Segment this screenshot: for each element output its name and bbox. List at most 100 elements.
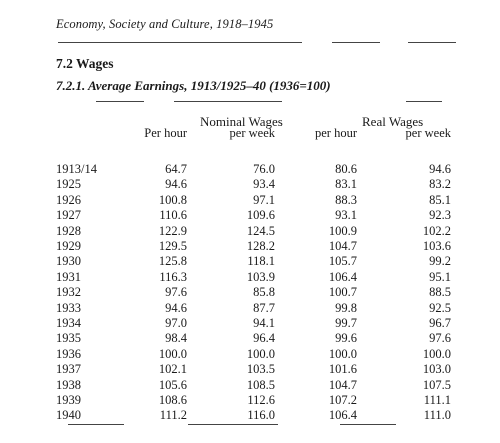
table-cell: 99.8	[335, 300, 357, 315]
table-cell: 94.6	[429, 162, 451, 176]
table-cell: 103.5	[246, 362, 275, 377]
table-cell: 108.6	[158, 393, 187, 407]
table-cell: 125.8	[158, 254, 187, 269]
table-cell: 124.5	[246, 223, 275, 238]
table-cell: 92.5	[429, 300, 451, 315]
row-year: 1930	[56, 254, 81, 269]
row-year: 1927	[56, 208, 81, 223]
table-cell: 100.0	[328, 346, 357, 361]
table-cell: 99.2	[429, 254, 451, 269]
table-cell: 76.0	[253, 162, 275, 176]
row-year: 1929	[56, 239, 81, 253]
table-cell: 100.0	[246, 346, 275, 361]
column-header: per hour	[315, 126, 357, 140]
table-cell: 103.9	[246, 269, 275, 284]
row-year: 1931	[56, 269, 81, 284]
table-cell: 92.3	[429, 208, 451, 223]
row-year: 1933	[56, 300, 81, 315]
row-year: 1940	[56, 408, 81, 423]
table-cell: 97.6	[429, 331, 451, 346]
table-cell: 111.2	[159, 408, 187, 423]
row-year: 1939	[56, 393, 81, 407]
row-year: 1937	[56, 362, 81, 377]
header-rule	[58, 42, 302, 43]
title-rule	[174, 101, 282, 102]
table-cell: 80.6	[335, 162, 357, 176]
row-year: 1938	[56, 377, 81, 392]
row-year: 1932	[56, 285, 81, 300]
table-cell: 98.4	[165, 331, 187, 346]
table-cell: 99.7	[335, 316, 357, 330]
table-cell: 94.6	[165, 177, 187, 192]
header-rule	[332, 42, 380, 43]
table-cell: 94.1	[253, 316, 275, 330]
table-cell: 110.6	[159, 208, 187, 223]
column-group-header: Real Wages	[362, 114, 424, 129]
table-cell: 93.4	[253, 177, 275, 192]
table-cell: 95.1	[429, 269, 451, 284]
row-year: 1926	[56, 192, 81, 207]
table-cell: 108.5	[246, 377, 275, 392]
table-cell: 116.3	[159, 269, 187, 284]
table-cell: 97.0	[165, 316, 187, 330]
table-cell: 116.0	[247, 408, 275, 423]
table-cell: 128.2	[246, 239, 275, 253]
row-year: 1936	[56, 346, 81, 361]
column-header: Per hour	[144, 126, 187, 140]
table-cell: 64.7	[165, 162, 187, 176]
row-year: 1928	[56, 223, 81, 238]
running-head: Economy, Society and Culture, 1918–1945	[56, 17, 274, 31]
table-cell: 112.6	[247, 393, 275, 407]
table-cell: 97.6	[165, 285, 187, 300]
table-cell: 97.1	[253, 192, 275, 207]
footer-rule	[188, 424, 278, 425]
table-cell: 105.6	[158, 377, 187, 392]
table-cell: 100.0	[422, 346, 451, 361]
column-group-header: Nominal Wages	[200, 114, 283, 129]
table-cell: 129.5	[158, 239, 187, 253]
row-year: 1913/14	[56, 162, 97, 176]
table-cell: 118.1	[247, 254, 275, 269]
table-cell: 101.6	[328, 362, 357, 377]
table-cell: 85.8	[253, 285, 275, 300]
table-cell: 83.1	[335, 177, 357, 192]
table-cell: 104.7	[328, 377, 357, 392]
section-title: 7.2 Wages	[56, 56, 114, 71]
table-cell: 104.7	[328, 239, 357, 253]
table-cell: 105.7	[328, 254, 357, 269]
row-year: 1925	[56, 177, 81, 192]
table-cell: 100.7	[328, 285, 357, 300]
column-header: per week	[405, 126, 451, 140]
table-cell: 99.6	[335, 331, 357, 346]
table-cell: 85.1	[429, 192, 451, 207]
table-cell: 102.2	[422, 223, 451, 238]
table-cell: 111.0	[423, 408, 451, 423]
table-cell: 88.5	[429, 285, 451, 300]
table-cell: 103.0	[422, 362, 451, 377]
row-year: 1934	[56, 316, 81, 330]
header-rule	[408, 42, 456, 43]
table-cell: 107.5	[422, 377, 451, 392]
table-cell: 109.6	[246, 208, 275, 223]
column-header: per week	[229, 126, 275, 140]
table-cell: 103.6	[422, 239, 451, 253]
table-cell: 111.1	[423, 393, 451, 407]
table-cell: 107.2	[328, 393, 357, 407]
table-cell: 100.0	[158, 346, 187, 361]
table-cell: 96.4	[253, 331, 275, 346]
table-cell: 94.6	[165, 300, 187, 315]
title-rule	[406, 101, 442, 102]
table-cell: 87.7	[253, 300, 275, 315]
row-year: 1935	[56, 331, 81, 346]
table-cell: 106.4	[328, 269, 357, 284]
footer-rule	[340, 424, 396, 425]
table-cell: 88.3	[335, 192, 357, 207]
table-cell: 106.4	[328, 408, 357, 423]
subsection-title: 7.2.1. Average Earnings, 1913/1925–40 (1…	[56, 78, 331, 93]
footer-rule	[68, 424, 124, 425]
title-rule	[96, 101, 144, 102]
table-cell: 100.9	[328, 223, 357, 238]
table-cell: 102.1	[158, 362, 187, 377]
table-cell: 122.9	[158, 223, 187, 238]
